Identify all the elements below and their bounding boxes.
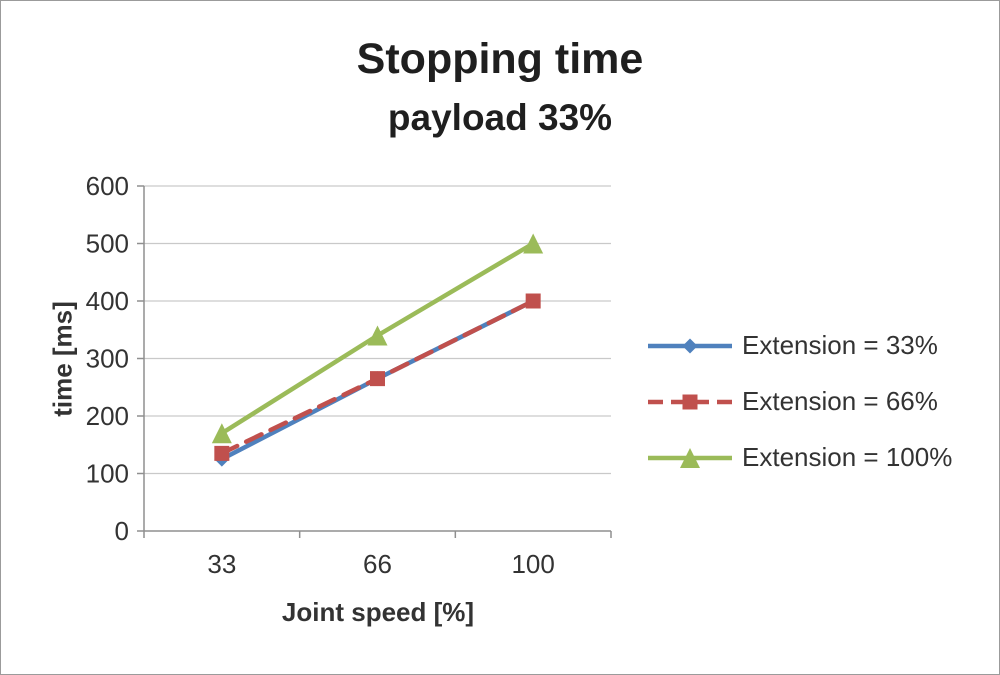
y-tick-label: 600: [86, 171, 129, 201]
legend: Extension = 33% Extension = 66% Extension …: [646, 328, 952, 475]
y-tick-label: 400: [86, 286, 129, 316]
x-axis-title: Joint speed [%]: [281, 597, 475, 627]
y-tick-label: 100: [86, 459, 129, 489]
legend-swatch-triangle: [648, 447, 732, 468]
square-marker: [682, 394, 698, 409]
triangle-marker: [523, 233, 544, 254]
x-tick-label: 100: [511, 549, 554, 579]
y-tick-label: 0: [115, 516, 129, 546]
legend-item: Extension = 33%: [646, 328, 952, 363]
square-marker: [525, 293, 541, 309]
legend-label: Extension = 33%: [742, 330, 938, 360]
x-tick-label: 33: [207, 549, 236, 579]
legend-label: Extension = 100%: [742, 442, 953, 472]
diamond-marker: [682, 338, 698, 353]
y-tick-label: 500: [86, 229, 129, 259]
triangle-marker: [367, 325, 388, 346]
chart-title: Stopping time: [356, 35, 644, 83]
legend-item: Extension = 66%: [646, 384, 952, 419]
square-marker: [370, 371, 385, 387]
y-tick-label: 300: [86, 344, 129, 374]
triangle-marker: [211, 423, 232, 444]
legend-swatch-diamond: [648, 338, 732, 353]
y-tick-label: 200: [86, 401, 129, 431]
chart-subtitle: payload 33%: [387, 97, 613, 138]
legend-label: Extension = 66%: [742, 386, 938, 416]
triangle-marker: [680, 447, 700, 468]
legend-item: Extension = 100%: [646, 440, 952, 475]
square-marker: [214, 445, 230, 461]
legend-swatch-square: [648, 394, 732, 409]
x-tick-label: 66: [363, 549, 392, 579]
